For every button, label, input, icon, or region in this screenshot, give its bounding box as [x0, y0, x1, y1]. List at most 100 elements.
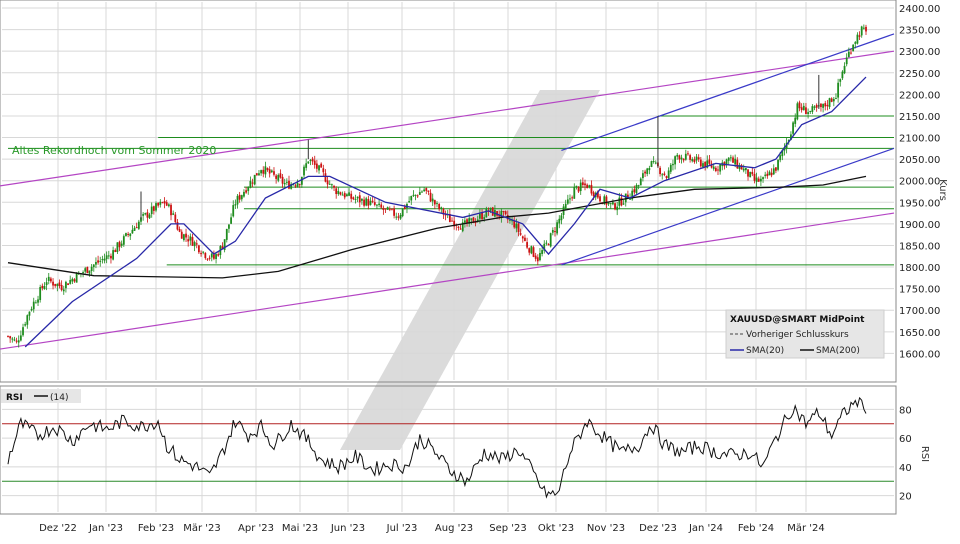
- watermark-logo: [340, 90, 600, 450]
- candle-body: [288, 180, 290, 189]
- candle-body: [639, 178, 642, 186]
- candle-body: [858, 35, 861, 37]
- candle-body: [275, 175, 278, 179]
- candle-body: [324, 173, 327, 182]
- candle-body: [841, 71, 844, 79]
- candle-body: [539, 253, 541, 261]
- candle-body: [485, 208, 488, 218]
- candle-body: [843, 65, 846, 74]
- candle-body: [624, 193, 627, 203]
- candle-body: [687, 153, 689, 155]
- candle-body: [277, 174, 280, 181]
- candle-body: [262, 169, 265, 174]
- candle-body: [830, 98, 833, 102]
- candle-body: [159, 201, 162, 205]
- candle-body: [500, 210, 503, 219]
- candle-body: [706, 160, 709, 168]
- candle-body: [215, 254, 217, 259]
- channel-line: [0, 50, 895, 187]
- y-axis-title: Kurs: [937, 179, 948, 201]
- candle-body: [571, 197, 574, 199]
- candle-body: [264, 166, 267, 175]
- candle-body: [13, 339, 16, 341]
- candle-body: [144, 213, 147, 215]
- candle-body: [779, 155, 782, 161]
- candle-body: [30, 308, 33, 311]
- candle-body: [228, 224, 230, 229]
- candle-body: [596, 191, 599, 198]
- candle-body: [832, 98, 835, 102]
- candle-body: [794, 117, 797, 124]
- candle-body: [378, 203, 380, 206]
- candle-body: [616, 206, 619, 211]
- candle-body: [691, 159, 694, 162]
- x-tick-label: Feb '23: [138, 523, 174, 534]
- candle-body: [498, 214, 501, 217]
- candle-body: [674, 156, 676, 165]
- candle-body: [850, 52, 852, 54]
- x-tick-label: Feb '24: [738, 523, 774, 534]
- candle-body: [376, 204, 378, 206]
- candle-body: [635, 185, 638, 193]
- candle-body: [599, 196, 601, 202]
- x-tick-label: Jul '23: [386, 523, 418, 534]
- candle-body: [845, 57, 848, 65]
- candle-body: [161, 202, 164, 204]
- candle-body: [322, 168, 325, 173]
- candle-body: [592, 192, 595, 197]
- candle-body: [127, 233, 130, 235]
- candle-body: [768, 171, 771, 176]
- candle-body: [421, 191, 423, 193]
- candle-body: [554, 231, 556, 233]
- candle-body: [468, 218, 471, 224]
- candle-body: [15, 340, 18, 342]
- candle-body: [305, 163, 308, 168]
- candle-body: [526, 242, 528, 248]
- x-tick-label: Jan '23: [88, 523, 123, 534]
- candle-body: [37, 299, 39, 303]
- candle-body: [581, 182, 584, 185]
- candle-body: [157, 202, 160, 206]
- candle-body: [39, 287, 42, 301]
- rsi-tick-label: 40: [899, 463, 912, 474]
- x-tick-label: Jun '23: [330, 523, 365, 534]
- candle-body: [167, 204, 170, 207]
- candle-body: [433, 200, 436, 205]
- candle-body: [296, 182, 299, 187]
- candles: [7, 24, 867, 348]
- candle-body: [155, 203, 157, 211]
- candle-body: [496, 211, 498, 216]
- candle-body: [699, 159, 702, 167]
- candle-body: [425, 188, 428, 191]
- candle-body: [524, 237, 526, 241]
- candle-body: [328, 183, 331, 185]
- candle-body: [423, 189, 426, 192]
- candle-body: [384, 208, 387, 210]
- candle-body: [629, 198, 631, 200]
- candle-body: [642, 173, 644, 179]
- channel-line: [0, 212, 895, 350]
- candle-body: [448, 214, 451, 223]
- candle-body: [431, 198, 434, 202]
- candle-body: [521, 236, 524, 239]
- candle-body: [502, 210, 505, 213]
- candle-body: [341, 194, 344, 196]
- candle-body: [58, 282, 61, 286]
- x-tick-label: Mär '23: [183, 523, 221, 534]
- horizontal-levels: [8, 115, 894, 266]
- candle-body: [646, 168, 649, 174]
- candle-body: [204, 252, 207, 259]
- candle-body: [717, 169, 719, 171]
- candle-body: [811, 106, 814, 112]
- y-tick-label: 1600.00: [899, 349, 940, 360]
- candle-body: [116, 242, 119, 252]
- candle-body: [19, 335, 22, 341]
- candle-body: [75, 272, 78, 283]
- candle-body: [45, 282, 48, 286]
- candle-body: [665, 176, 668, 178]
- candle-body: [391, 208, 393, 210]
- candle-body: [238, 194, 241, 200]
- candle-body: [530, 246, 533, 254]
- candle-body: [457, 226, 460, 228]
- candle-body: [236, 195, 239, 205]
